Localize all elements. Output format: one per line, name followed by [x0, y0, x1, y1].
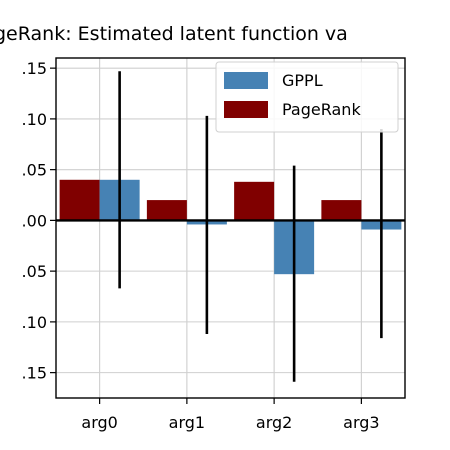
x-tick-label: arg2: [256, 413, 292, 432]
chart-title: geRank: Estimated latent function va: [0, 23, 348, 45]
x-tick-label: arg3: [343, 413, 379, 432]
y-tick-label: .00: [22, 211, 47, 230]
x-tick-label: arg1: [169, 413, 205, 432]
bar-pagerank: [234, 181, 275, 221]
y-tick-label: .15: [22, 59, 47, 78]
bars: [59, 179, 402, 275]
legend-swatch-gppl: [224, 72, 268, 89]
bar-pagerank: [59, 179, 100, 221]
y-tick-label: .05: [22, 161, 47, 180]
legend-label-gppl: GPPL: [282, 71, 323, 90]
y-tick-label: .10: [22, 110, 47, 129]
x-axis: arg0 arg1 arg2 arg3: [81, 398, 380, 432]
bar-pagerank: [321, 200, 362, 221]
bar-pagerank: [146, 200, 187, 221]
y-tick-label: .10: [22, 313, 47, 332]
legend: GPPL PageRank: [215, 61, 399, 133]
legend-swatch-pagerank: [224, 101, 268, 118]
y-tick-label: .05: [22, 262, 47, 281]
error-bars: [118, 71, 383, 382]
x-tick-label: arg0: [81, 413, 117, 432]
legend-label-pagerank: PageRank: [282, 100, 361, 119]
y-tick-label: .15: [22, 364, 47, 383]
plot-frame: [55, 57, 406, 399]
y-axis: .15 .10 .05 .00 .05 .10 .15: [22, 59, 56, 383]
